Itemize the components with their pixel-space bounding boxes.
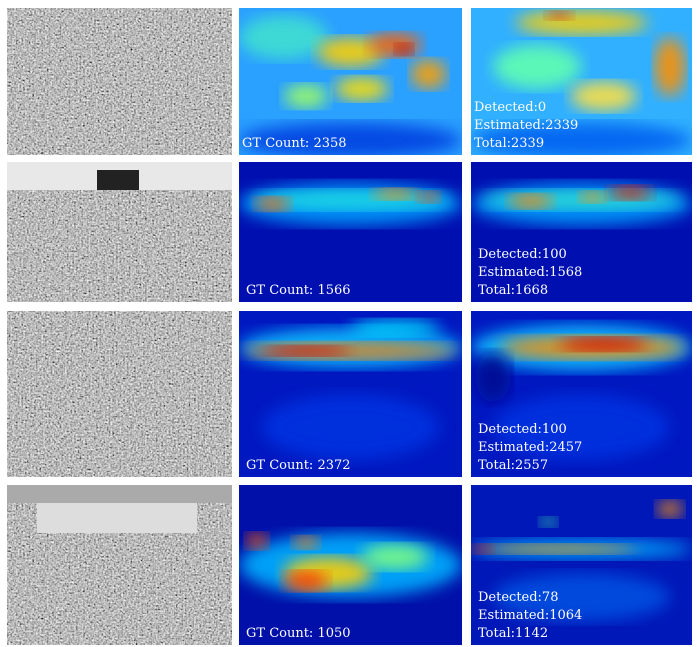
heatmap [239,162,462,302]
heat-blob [608,186,652,200]
heat-blob [368,33,422,57]
heat-blob [284,84,329,108]
detected: Detected:100 [478,422,567,437]
estimated: Estimated:1568 [478,265,582,280]
estimated: Estimated:2457 [478,440,582,455]
heat-layer [239,162,462,302]
heat-blob [362,544,429,570]
heatmap [239,485,462,645]
total: Total:1668 [478,283,548,298]
total: Total:2557 [478,458,548,473]
heat-layer [239,485,462,645]
detected: Detected:0 [474,100,546,115]
heat-blob [395,43,413,55]
heat-blob [471,544,493,554]
heat-layer [239,311,462,477]
heat-blob [482,544,637,554]
heat-blob [540,517,558,527]
heat-blob [284,571,329,590]
photo [7,8,232,155]
photo [7,485,232,645]
heat-blob [515,11,648,35]
estimated: Estimated:2339 [474,118,578,133]
heat-blob [657,501,684,517]
heat-blob [373,189,418,200]
figure: GT Count: 2358 Detected:0 Estimated:2339 To… [0,0,697,647]
heat-blob [411,59,447,88]
photo-building [37,503,197,533]
heat-blob [559,338,647,351]
detected: Detected:78 [478,590,558,605]
heat-blob [546,11,573,20]
heat-blob [509,194,553,208]
heat-blob [570,82,636,111]
heat-layer [471,162,692,302]
photo-crowd [7,8,232,155]
photo [7,162,232,302]
heatmap [471,162,692,302]
gt-count: GT Count: 1566 [246,283,351,298]
heat-blob [261,394,439,460]
gt-count: GT Count: 2372 [246,458,351,473]
heat-blob [654,37,685,96]
photo [7,311,232,477]
heat-blob [246,533,268,549]
heat-blob [293,536,320,549]
detected: Detected:100 [478,247,567,262]
heat-blob [239,15,328,59]
total: Total:1142 [478,626,548,641]
heat-blob [417,191,439,202]
gt-count: GT Count: 1050 [246,626,351,641]
heat-blob [475,353,510,403]
heatmap [239,311,462,477]
estimated: Estimated:1064 [478,608,582,623]
heat-blob [255,197,291,211]
heat-blob [335,77,389,101]
heat-blob [493,45,581,89]
heat-blob [351,319,440,336]
heat-blob [579,191,606,202]
photo-sky [7,485,232,503]
total: Total:2339 [474,136,544,151]
heat-blob [261,346,350,356]
photo-stage [97,170,139,190]
gt-count: GT Count: 2358 [242,136,347,151]
photo-crowd [7,311,232,477]
